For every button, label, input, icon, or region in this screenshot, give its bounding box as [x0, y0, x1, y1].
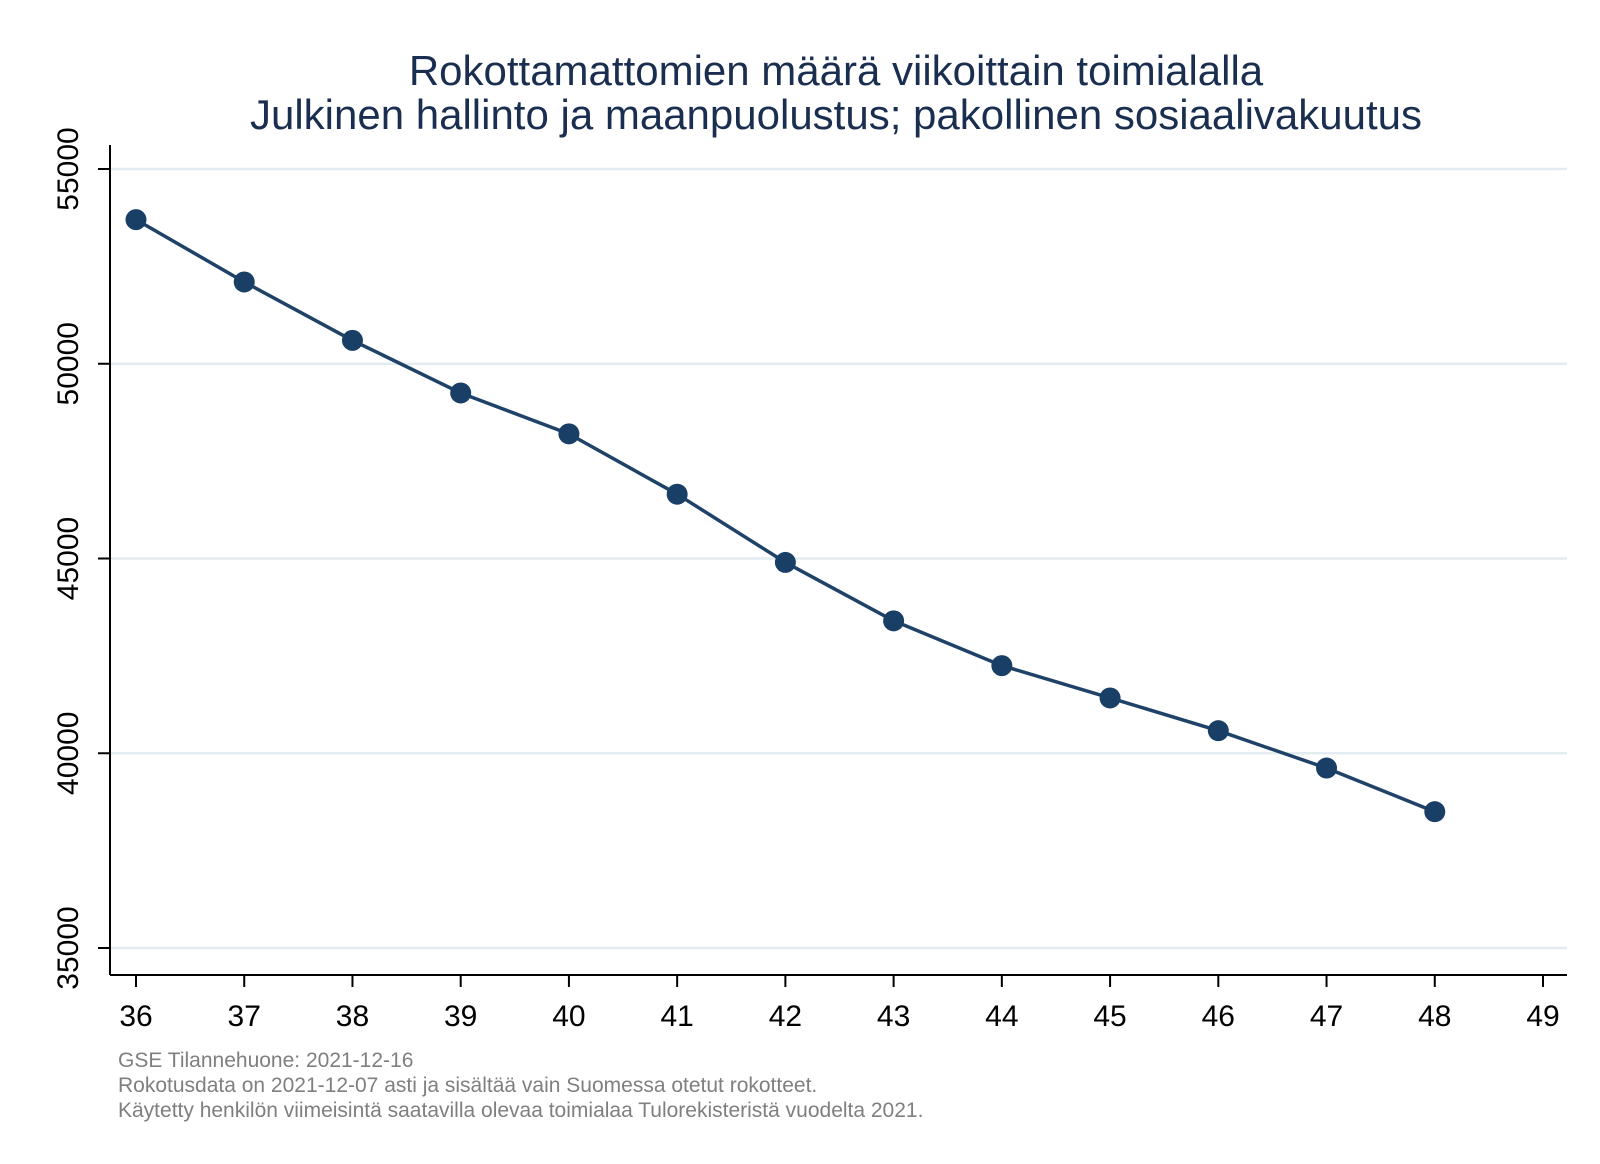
y-tick-label-40000: 40000 [52, 712, 85, 795]
data-point-week-41 [666, 483, 688, 505]
x-tick-label-39: 39 [444, 1000, 477, 1033]
data-point-week-39 [450, 382, 472, 404]
data-note: Rokotusdata on 2021-12-07 asti ja sisält… [118, 1074, 817, 1097]
x-tick-label-47: 47 [1310, 1000, 1343, 1033]
grid-lines [110, 167, 1567, 950]
data-point-week-48 [1424, 801, 1446, 823]
data-point-week-43 [883, 610, 905, 632]
data-point-week-42 [774, 551, 796, 573]
data-point-week-44 [991, 655, 1013, 677]
x-tick-label-36: 36 [119, 1000, 152, 1033]
y-tick-label-35000: 35000 [52, 906, 85, 989]
x-tick-label-46: 46 [1202, 1000, 1235, 1033]
data-point-week-46 [1207, 720, 1229, 742]
x-tick-label-38: 38 [336, 1000, 369, 1033]
data-point-week-40 [558, 423, 580, 445]
x-tick-label-42: 42 [769, 1000, 802, 1033]
data-point-week-37 [233, 271, 255, 293]
x-tick-label-44: 44 [985, 1000, 1018, 1033]
x-tick-label-48: 48 [1418, 1000, 1451, 1033]
data-point-week-47 [1316, 757, 1338, 779]
x-tick-label-45: 45 [1093, 1000, 1126, 1033]
chart-title-line-1: Rokottamattomien määrä viikoittain toimi… [409, 47, 1264, 94]
data-point-week-45 [1099, 687, 1121, 709]
x-tick-label-40: 40 [552, 1000, 585, 1033]
y-tick-label-45000: 45000 [52, 517, 85, 600]
x-tick-label-49: 49 [1526, 1000, 1559, 1033]
y-tick-label-50000: 50000 [52, 322, 85, 405]
x-tick-label-41: 41 [660, 1000, 693, 1033]
x-tick-label-43: 43 [877, 1000, 910, 1033]
axes: 35000 40000 45000 50000 55000 36 37 38 39 40 41 42 4… [52, 127, 1567, 1033]
source-note: GSE Tilannehuone: 2021-12-16 [118, 1049, 413, 1072]
data-point-week-36 [125, 209, 147, 231]
y-tick-label-55000: 55000 [52, 127, 85, 210]
data-point-week-38 [341, 329, 363, 351]
data-series [125, 209, 1446, 823]
chart-title-line-2: Julkinen hallinto ja maanpuolustus; pako… [250, 91, 1422, 138]
x-tick-label-37: 37 [228, 1000, 261, 1033]
method-note: Käytetty henkilön viimeisintä saatavilla… [118, 1099, 923, 1122]
